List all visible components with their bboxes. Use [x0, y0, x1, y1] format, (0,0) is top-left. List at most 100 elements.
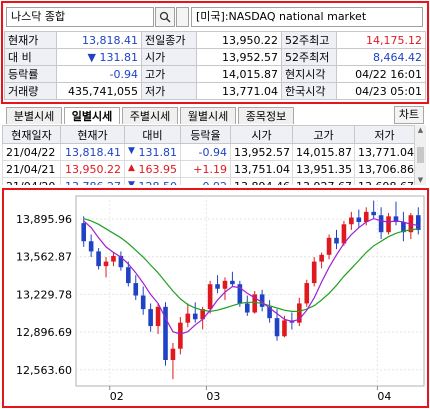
tab-monthly[interactable]: 월별시세 [180, 107, 236, 124]
quote-label: 현재가 [4, 31, 57, 49]
cell-low: 13,698.67 [354, 177, 414, 185]
cell-date: 21/04/20 [2, 177, 61, 185]
quote-label: 전일종가 [141, 31, 197, 49]
vertical-scrollbar[interactable]: ▲ ▼ [414, 125, 426, 185]
candle-body [267, 306, 272, 319]
column-header[interactable]: 현재일자 [2, 125, 61, 144]
chart-button[interactable]: 차트 [394, 106, 424, 124]
candle-body [140, 295, 146, 310]
quote-row: 거래량 435,741,055 저가 13,771.04 한국시각 04/23 05:01 [4, 82, 426, 100]
quote-row: 대 비 ▼ 131.81 시가 13,952.57 52주최저 8,464.42 [4, 48, 426, 66]
candle-body [237, 284, 243, 304]
cell-change: ▼ 128.50 [124, 177, 181, 186]
candle-body [155, 306, 161, 327]
cell-rate: -0.94 [180, 143, 231, 161]
candle-body [118, 255, 124, 268]
daily-table: 현재일자 현재가 대비 등락율 시가 고가 저가 21/04/22 13,818.41 ▼ 131… [2, 125, 414, 185]
arrow-down-icon: ▼ [128, 179, 135, 186]
cell-close: 13,818.41 [60, 143, 125, 161]
quote-label: 등락률 [4, 65, 57, 83]
candle-body [222, 280, 228, 289]
candle-body [386, 216, 391, 233]
quote-value: 13,950.22 [196, 31, 282, 49]
quote-label: 저가 [141, 82, 197, 100]
quote-label: 52주최고 [281, 31, 337, 49]
candle-body [81, 223, 87, 242]
table-row[interactable]: 21/04/2013,786.27▼128.50-0.9213,894.4613… [2, 177, 414, 186]
tab-bar: 분별시세 일별시세 주별시세 월별시세 종목정보 차트 [2, 105, 428, 125]
y-tick-label: 13,562.87 [16, 251, 72, 264]
candle-body [401, 222, 406, 233]
candle-body [282, 320, 287, 337]
scroll-down-icon[interactable]: ▼ [417, 176, 424, 184]
code-lookup-button[interactable] [176, 7, 189, 27]
arrow-down-icon: ▼ [128, 145, 135, 156]
quote-label: 한국시각 [281, 82, 337, 100]
candle-body [371, 211, 376, 216]
x-tick-label: 02 [110, 390, 124, 403]
quote-row: 등락률 -0.94 고가 14,015.87 현지시각 04/22 16:01 [4, 65, 426, 83]
x-tick-label: 04 [377, 390, 391, 403]
change-value: 131.81 [138, 145, 178, 159]
candle-body [393, 216, 399, 223]
candle-body [319, 254, 324, 262]
column-header[interactable]: 대비 [124, 125, 181, 144]
tab-daily[interactable]: 일별시세 [64, 107, 120, 124]
column-header[interactable]: 시가 [230, 125, 293, 144]
tab-minute[interactable]: 분별시세 [6, 107, 62, 124]
candle-body [126, 267, 131, 284]
candle-body [356, 217, 362, 223]
y-tick-label: 12,563.60 [16, 364, 72, 377]
y-tick-label: 12,896.69 [16, 326, 72, 339]
quote-value: 04/22 16:01 [336, 65, 426, 83]
ma-short-line [83, 217, 419, 335]
quote-value: ▼ 131.81 [56, 48, 142, 66]
table-row[interactable]: 21/04/21 13,950.22 ▲ 163.95 +1.19 13,751.04 13… [2, 160, 414, 178]
candle-body [311, 261, 317, 284]
cell-open: 13,952.57 [230, 143, 293, 161]
y-tick-label: 13,895.96 [16, 213, 72, 226]
column-header[interactable]: 저가 [354, 125, 414, 144]
quote-panel: 현재가 13,818.41 전일종가 13,950.22 52주최고 14,175.12 대… [4, 31, 426, 100]
candle-body [88, 241, 94, 252]
candle-body [259, 294, 265, 307]
column-header[interactable]: 고가 [292, 125, 355, 144]
quote-value: 8,464.42 [336, 48, 426, 66]
candle-body [185, 313, 191, 323]
cell-close: 13,786.27 [60, 177, 125, 185]
cell-open: 13,751.04 [230, 160, 293, 178]
quote-label: 52주최저 [281, 48, 337, 66]
quote-label: 시가 [141, 48, 197, 66]
scroll-thumb[interactable] [417, 147, 424, 163]
scroll-up-icon[interactable]: ▲ [417, 126, 424, 134]
column-header[interactable]: 등락율 [180, 125, 231, 144]
candle-body [96, 251, 101, 267]
candle-body [378, 215, 384, 233]
candle-body [415, 215, 421, 230]
cell-date: 21/04/21 [2, 160, 61, 178]
candle-body [230, 280, 235, 285]
search-icon [159, 11, 171, 23]
candle-body [178, 322, 183, 349]
cell-change: ▼ 131.81 [124, 143, 181, 161]
quote-value: 435,741,055 [56, 82, 142, 100]
column-header[interactable]: 현재가 [60, 125, 125, 144]
ma-long-line [83, 218, 419, 313]
quote-value: 13,818.41 [56, 31, 142, 49]
quote-value: 14,175.12 [336, 31, 426, 49]
candle-body [274, 318, 280, 337]
tab-stock-info[interactable]: 종목정보 [238, 107, 294, 124]
candle-body [215, 284, 220, 289]
cell-change: ▲ 163.95 [124, 160, 181, 178]
search-bar: 나스닥 종합 [미국]:NASDAQ national market [2, 2, 428, 30]
quote-value: 04/23 05:01 [336, 82, 426, 100]
table-row[interactable]: 21/04/22 13,818.41 ▼ 131.81 -0.94 13,952.57 14… [2, 143, 414, 161]
stock-name-input[interactable]: 나스닥 종합 [6, 7, 154, 27]
x-tick-label: 03 [206, 390, 220, 403]
quote-label: 고가 [141, 65, 197, 83]
tab-weekly[interactable]: 주별시세 [122, 107, 178, 124]
candle-body [244, 303, 250, 313]
change-value: 163.95 [138, 162, 178, 176]
search-button[interactable] [155, 7, 175, 27]
quote-value: 13,952.57 [196, 48, 282, 66]
